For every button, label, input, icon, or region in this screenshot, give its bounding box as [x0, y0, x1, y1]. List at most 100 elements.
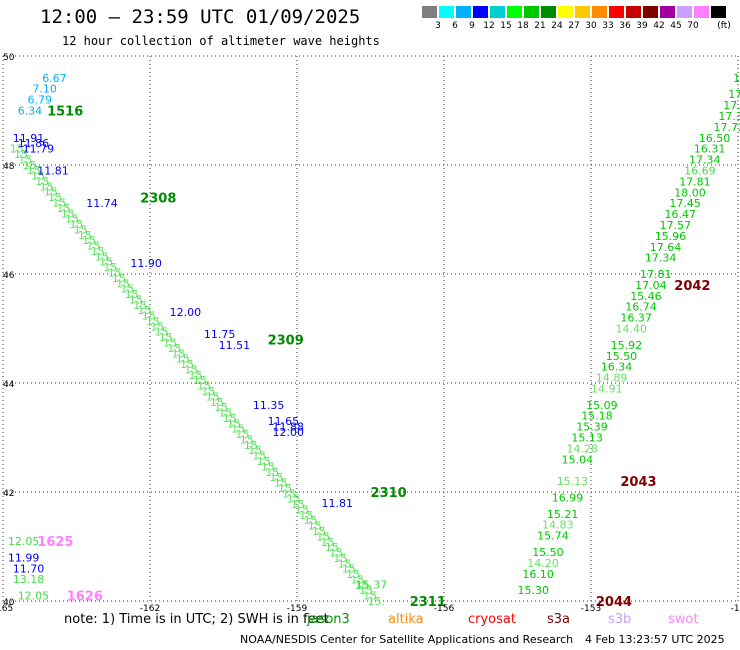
track-mark: 15.: [240, 433, 258, 446]
swh-value-label: 17.72: [714, 121, 740, 134]
track-mark: 15.: [261, 460, 279, 473]
x-tick-label: -165: [0, 604, 13, 614]
track-mark: 15.: [248, 444, 266, 457]
legend-swatch: [592, 6, 607, 18]
track-mark: 15.: [69, 218, 87, 231]
track-mark: 15.: [304, 514, 322, 527]
track-mark: 15.: [291, 498, 309, 511]
track-mark: 15.: [48, 191, 66, 204]
swh-value-label: 16.10: [522, 568, 554, 581]
swh-value-label: 14.40: [616, 323, 648, 336]
track-mark: 15.: [231, 423, 249, 436]
track-mark: 15.: [142, 310, 160, 323]
pass-time-label: 2042: [674, 279, 710, 294]
pass-time-label: 2310: [371, 486, 407, 501]
track-mark: 15.: [321, 536, 339, 549]
legend-swatch-label: 33: [602, 21, 614, 31]
track-mark: 15.: [44, 186, 62, 199]
swh-value-label: 11.70: [13, 562, 45, 575]
track-mark: 15.: [227, 417, 245, 430]
track-mark: 15.: [10, 143, 28, 156]
swh-value-label: 14.28: [567, 442, 599, 455]
swh-value-label: 16.47: [665, 208, 697, 221]
track-mark: 15.: [252, 450, 269, 463]
pass-time-label: 2044: [596, 595, 632, 610]
legend-swatch-label: 12: [483, 21, 495, 31]
track-mark: 15.: [316, 530, 334, 543]
grid-lines: [2, 55, 739, 602]
track-mark: 15.: [167, 342, 185, 355]
footer-note: note: 1) Time is in UTC; 2) SWH is in fe…: [64, 612, 329, 627]
satellite-label-swot: swot: [668, 612, 699, 627]
swh-value-label: 17.: [728, 88, 740, 101]
track-mark: 15.: [193, 374, 211, 387]
track-mark: 15.: [359, 584, 377, 597]
track-mark: 15.: [367, 595, 385, 608]
chart-subtitle: 12 hour collection of altimeter wave hei…: [62, 34, 380, 48]
legend-swatch: [422, 6, 437, 18]
legend-unit: (ft): [717, 21, 731, 31]
y-tick-label: 46: [3, 271, 15, 281]
track-mark: 15.: [312, 525, 330, 538]
track-mark: 15.: [342, 563, 360, 576]
track-mark: 15.: [154, 326, 172, 339]
track-mark: 15.: [218, 407, 236, 420]
legend-swatch-label: 21: [534, 21, 546, 31]
track-mark: 15.: [214, 401, 232, 414]
swh-value-label: 16.74: [625, 301, 657, 314]
swh-value-label: 14.89: [596, 372, 628, 385]
legend-swatch: [490, 6, 505, 18]
track-mark: 15.: [333, 552, 351, 565]
swh-value-label: 11.81: [37, 164, 69, 177]
legend-swatch-label: 9: [469, 21, 475, 31]
track-mark: 15.: [74, 223, 92, 236]
swh-value-label: 17.04: [635, 279, 667, 292]
legend-swatch: [473, 6, 488, 18]
swh-value-label: 17.81: [640, 268, 672, 281]
track-mark: 15.: [146, 315, 164, 328]
track-mark: 15.: [265, 466, 283, 479]
swh-value-label: 7.10: [32, 83, 57, 96]
track-mark: 15.: [163, 337, 181, 350]
track-mark: 15.: [338, 557, 356, 570]
track-mark: 15.: [99, 256, 117, 269]
track-mark: 15.: [350, 573, 368, 586]
swh-value-label: 15.50: [532, 546, 564, 559]
track-mark: 15.: [295, 503, 313, 516]
swh-value-label: 17.34: [645, 252, 677, 265]
legend-swatch: [694, 6, 709, 18]
track-mark: 15.: [197, 380, 215, 393]
track-mark: 15.: [22, 159, 39, 172]
satellite-label-cryosat: cryosat: [468, 612, 516, 627]
satellite-label-jason3: jason3: [307, 612, 350, 627]
swh-value-label: 12.00: [273, 426, 305, 439]
track-mark: 15.: [14, 148, 32, 161]
legend-swatch: [677, 6, 692, 18]
track-mark: 15.: [57, 202, 75, 215]
legend-swatch: [660, 6, 675, 18]
swh-value-label: 15.96: [655, 230, 687, 243]
track-mark: 15.: [299, 509, 317, 522]
swh-value-label: 16.99: [552, 491, 584, 504]
legend-swatch: [575, 6, 590, 18]
track-mark: 15.: [95, 250, 113, 263]
swh-value-label: 6.67: [42, 72, 66, 85]
track-mark: 15.: [257, 455, 275, 468]
swh-value-label: 17.64: [650, 241, 682, 254]
swh-value-label: 11.51: [219, 339, 251, 352]
footer-credit: NOAA/NESDIS Center for Satellite Applica…: [240, 633, 574, 646]
swh-value-label: 15.46: [630, 290, 662, 303]
pass-time-label: 2043: [620, 475, 656, 490]
track-mark: 15.: [206, 390, 224, 403]
track-mark: 15.: [210, 396, 228, 409]
satellite-label-altika: altika: [388, 612, 424, 627]
legend-swatch: [541, 6, 556, 18]
track-mark: 15.: [346, 568, 364, 581]
legend-swatch-label: 70: [687, 21, 699, 31]
swh-value-label: 15.18: [581, 410, 613, 423]
track-mark: 15.: [120, 283, 137, 296]
swh-value-label: 14.91: [591, 382, 623, 395]
x-tick-label: -162: [140, 604, 160, 614]
